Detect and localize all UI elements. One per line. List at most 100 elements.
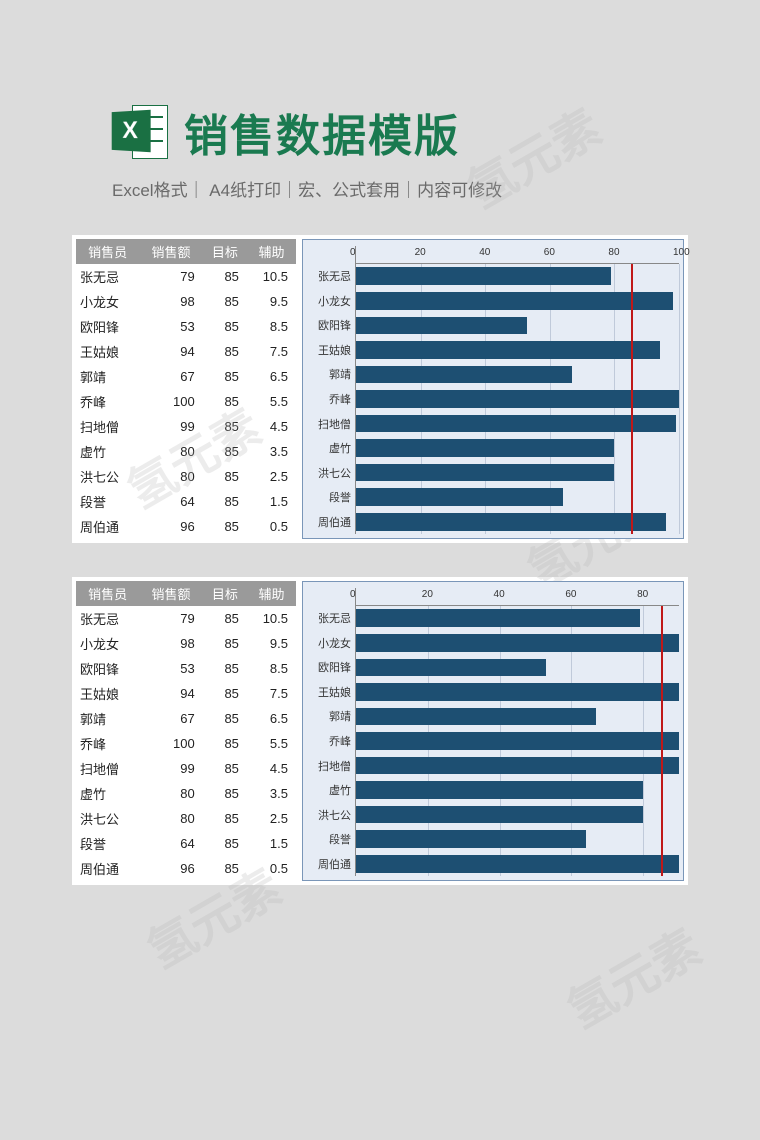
table-row: 王姑娘94857.5 [76, 339, 296, 364]
table-cell: 85 [203, 681, 247, 706]
chart-bar [356, 708, 596, 726]
table-row: 扫地僧99854.5 [76, 414, 296, 439]
table-cell: 0.5 [247, 856, 296, 881]
table-cell: 王姑娘 [76, 339, 139, 364]
table-cell: 85 [203, 339, 247, 364]
table-cell: 6.5 [247, 706, 296, 731]
chart-ylabel: 王姑娘 [307, 338, 355, 363]
chart-xtick: 40 [494, 589, 505, 600]
table-cell: 小龙女 [76, 631, 139, 656]
table-row: 周伯通96850.5 [76, 514, 296, 539]
chart-bar [356, 267, 611, 285]
chart-bar-row [356, 851, 679, 876]
chart-ylabel: 张无忌 [307, 606, 355, 631]
table-cell: 64 [139, 489, 202, 514]
watermark: 氢元素 [552, 909, 712, 1042]
chart-ylabel: 段誉 [307, 485, 355, 510]
table-cell: 94 [139, 339, 202, 364]
table-cell: 10.5 [247, 606, 296, 631]
table-cell: 99 [139, 756, 202, 781]
chart-xtick: 0 [350, 589, 356, 600]
subtitle: Excel格式｜ A4纸打印｜宏、公式套用｜内容可修改 [0, 176, 760, 201]
table-cell: 周伯通 [76, 514, 139, 539]
chart-bar [356, 659, 546, 677]
chart-ylabel: 王姑娘 [307, 680, 355, 705]
table-cell: 85 [203, 856, 247, 881]
table-header: 辅助 [247, 239, 296, 264]
chart-xtick: 80 [637, 589, 648, 600]
excel-icon-letter: X [112, 110, 151, 153]
table-row: 乔峰100855.5 [76, 731, 296, 756]
table-row: 乔峰100855.5 [76, 389, 296, 414]
table-row: 欧阳锋53858.5 [76, 314, 296, 339]
table-cell: 85 [203, 731, 247, 756]
table-cell: 80 [139, 806, 202, 831]
header: X 销售数据模版 [0, 40, 760, 176]
table-row: 段誉64851.5 [76, 489, 296, 514]
chart-ylabel: 郭靖 [307, 704, 355, 729]
table-row: 洪七公80852.5 [76, 464, 296, 489]
chart-bar-row [356, 680, 679, 705]
chart-bar [356, 830, 586, 848]
chart-xtick: 100 [673, 247, 690, 258]
chart-bar [356, 317, 527, 335]
table-cell: 4.5 [247, 756, 296, 781]
chart-bar-row [356, 704, 679, 729]
chart-ylabel: 欧阳锋 [307, 313, 355, 338]
chart-xtick: 20 [415, 247, 426, 258]
table-cell: 7.5 [247, 339, 296, 364]
chart-ylabel: 扫地僧 [307, 411, 355, 436]
table-cell: 7.5 [247, 681, 296, 706]
table-cell: 郭靖 [76, 706, 139, 731]
table-row: 张无忌798510.5 [76, 606, 296, 631]
chart-bar [356, 415, 676, 433]
chart-ylabel: 小龙女 [307, 631, 355, 656]
chart-bar [356, 513, 666, 531]
chart-bar [356, 806, 643, 824]
table-cell: 段誉 [76, 831, 139, 856]
table-cell: 85 [203, 489, 247, 514]
chart-xtick: 0 [350, 247, 356, 258]
table-cell: 79 [139, 264, 202, 289]
chart-xtick: 40 [479, 247, 490, 258]
chart-bar-row [356, 753, 679, 778]
table-cell: 周伯通 [76, 856, 139, 881]
table-cell: 1.5 [247, 489, 296, 514]
chart-ylabel: 周伯通 [307, 509, 355, 534]
table-cell: 79 [139, 606, 202, 631]
table-cell: 9.5 [247, 631, 296, 656]
chart-bar [356, 292, 673, 310]
panel-bottom: 销售员销售额目标辅助 张无忌798510.5小龙女98859.5欧阳锋53858… [72, 577, 688, 885]
chart-ylabel: 洪七公 [307, 460, 355, 485]
chart-bar-row [356, 778, 679, 803]
chart-ylabel: 小龙女 [307, 289, 355, 314]
table-cell: 85 [203, 606, 247, 631]
excel-icon: X [110, 103, 168, 161]
chart-bar [356, 855, 679, 873]
chart-bar [356, 439, 614, 457]
table-cell: 85 [203, 781, 247, 806]
chart-bar [356, 341, 660, 359]
table-cell: 虚竹 [76, 781, 139, 806]
table-cell: 3.5 [247, 781, 296, 806]
chart-bar [356, 634, 679, 652]
table-cell: 扫地僧 [76, 414, 139, 439]
chart-xtick: 80 [608, 247, 619, 258]
chart-bar [356, 683, 679, 701]
chart-ylabel: 扫地僧 [307, 753, 355, 778]
chart-ylabel: 郭靖 [307, 362, 355, 387]
table-cell: 0.5 [247, 514, 296, 539]
table-cell: 洪七公 [76, 464, 139, 489]
table-cell: 5.5 [247, 389, 296, 414]
chart-ylabel: 洪七公 [307, 802, 355, 827]
table-cell: 段誉 [76, 489, 139, 514]
panel-top: 销售员销售额目标辅助 张无忌798510.5小龙女98859.5欧阳锋53858… [72, 235, 688, 543]
chart-bar [356, 757, 679, 775]
chart-ylabel: 虚竹 [307, 778, 355, 803]
table-cell: 85 [203, 514, 247, 539]
table-cell: 96 [139, 856, 202, 881]
table-cell: 85 [203, 831, 247, 856]
table-cell: 5.5 [247, 731, 296, 756]
chart-ylabel: 张无忌 [307, 264, 355, 289]
chart-bar-row [356, 729, 679, 754]
